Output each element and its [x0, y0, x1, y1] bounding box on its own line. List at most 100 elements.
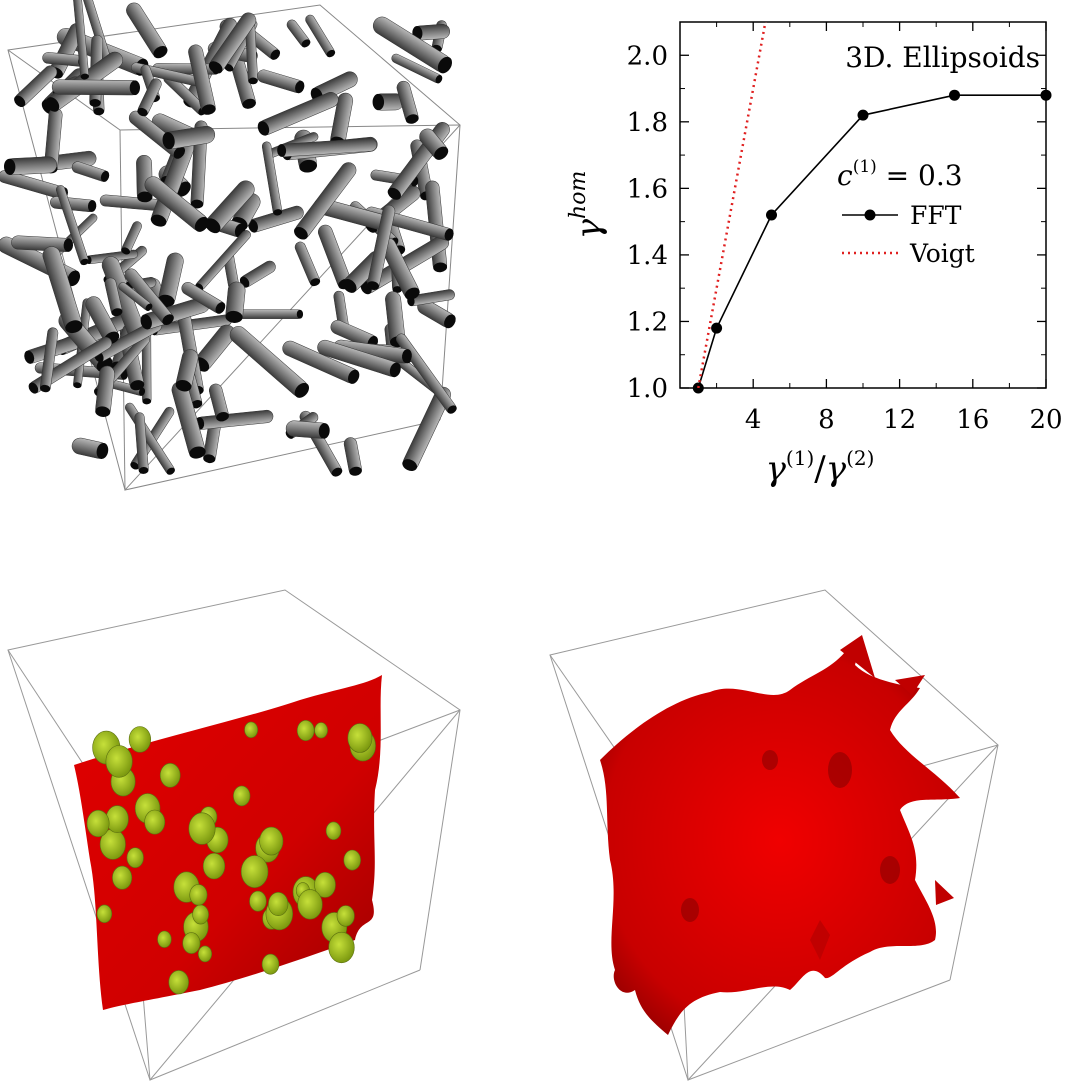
ellipsoid-rod — [144, 176, 209, 232]
x-tick-label: 8 — [818, 405, 835, 435]
ellipsoid-particles — [0, 0, 457, 477]
data-point-fft — [857, 109, 869, 121]
legend-label-voigt: Voigt — [909, 239, 975, 268]
series-line-fft — [697, 94, 1046, 388]
ellipsoid-rod — [208, 383, 229, 422]
plot-border — [679, 21, 1047, 389]
x-tick-label: 4 — [745, 405, 762, 435]
ellipsoid-rod — [305, 14, 336, 58]
y-tick-label: 1.6 — [627, 174, 668, 204]
ellipsoid-rod — [104, 277, 123, 317]
ellipsoid-rod — [95, 365, 115, 417]
ellipsoid-rod — [39, 327, 59, 393]
ellipsoid-rod — [294, 241, 321, 287]
green-inclusion — [144, 809, 166, 835]
ellipsoid-rod — [225, 281, 246, 323]
green-inclusion — [168, 970, 189, 995]
green-inclusion — [343, 849, 361, 871]
homogenized-ratio-chart: 4 8 12 16 20 1.0 1.2 1.4 1.6 1.8 2.0 3D. Ellipsoid… — [560, 0, 1067, 500]
green-inclusion — [105, 805, 129, 833]
green-inclusion — [188, 812, 216, 845]
green-inclusion — [336, 905, 355, 927]
green-inclusion — [244, 721, 258, 739]
legend-marker — [864, 209, 876, 221]
ellipsoid-rod — [71, 437, 109, 460]
ellipsoid-rod — [261, 141, 283, 216]
ellipsoid-rod — [121, 221, 142, 255]
green-inclusion — [259, 826, 284, 856]
ellipsoid-rod — [396, 80, 419, 124]
legend-label-fft: FFT — [910, 201, 962, 230]
green-inclusion — [268, 891, 289, 916]
ellipsoid-rod — [282, 340, 360, 384]
data-point-fft — [711, 322, 723, 334]
data-point-fft — [692, 382, 704, 394]
green-inclusion — [198, 945, 213, 963]
green-inclusion — [325, 821, 342, 841]
green-inclusion — [347, 723, 373, 753]
ellipsoid-rod — [195, 409, 274, 430]
ellipsoid-microstructure-image — [0, 0, 470, 500]
y-axis-label: γhom — [566, 171, 609, 240]
green-inclusion — [314, 722, 328, 739]
chart-svg: 4 8 12 16 20 1.0 1.2 1.4 1.6 1.8 2.0 3D. Ellipsoid… — [566, 21, 1063, 489]
green-inclusion — [297, 889, 323, 920]
ellipsoid-rod — [188, 44, 216, 115]
data-point-fft — [766, 209, 777, 221]
green-inclusion — [192, 904, 209, 925]
green-inclusion — [128, 726, 151, 753]
ellipsoid-rod — [239, 260, 276, 288]
ellipsoid-rod — [257, 69, 305, 94]
chart-title: 3D. Ellipsoids — [845, 41, 1040, 74]
green-inclusion — [189, 884, 208, 906]
ellipsoid-rod — [294, 162, 357, 240]
axis-ticks: 4 8 12 16 20 1.0 1.2 1.4 1.6 1.8 2.0 — [627, 22, 1063, 435]
ellipsoid-rod — [237, 309, 304, 319]
series-line-voigt — [697, 22, 767, 388]
data-point-fft — [1040, 89, 1052, 101]
ellipsoid-rod — [72, 0, 90, 80]
green-inclusion — [233, 785, 251, 807]
ellipsoid-rod — [11, 235, 74, 252]
x-tick-label: 16 — [956, 405, 989, 435]
red-surface-image — [540, 580, 1067, 1086]
chart-legend: FFT Voigt — [842, 201, 975, 268]
y-tick-label: 2.0 — [627, 41, 668, 71]
ellipsoid-rod — [162, 125, 216, 150]
green-inclusion — [157, 930, 172, 948]
ellipsoid-rod — [380, 237, 420, 300]
ellipsoid-rod — [71, 161, 110, 182]
ellipsoid-rod — [181, 282, 226, 314]
y-tick-label: 1.8 — [627, 108, 668, 138]
green-inclusions — [86, 720, 376, 995]
ellipsoid-rod — [317, 339, 401, 378]
green-inclusion — [261, 953, 280, 975]
red-surface-inclusions-image — [0, 580, 470, 1086]
green-inclusion — [182, 932, 201, 954]
y-tick-label: 1.4 — [627, 241, 668, 271]
ellipsoid-rod — [417, 299, 456, 329]
ellipsoid-rod — [208, 12, 257, 74]
ellipsoid-cube-svg — [0, 0, 461, 492]
plot-frame — [679, 21, 1047, 389]
ellipsoid-rod — [137, 78, 162, 117]
ellipsoid-rod — [14, 65, 58, 108]
ellipsoid-rod — [285, 420, 330, 439]
data-point-fft — [949, 89, 960, 101]
ellipsoid-rod — [229, 326, 310, 398]
green-inclusion — [328, 931, 355, 964]
ellipsoid-rod — [126, 2, 168, 59]
ellipsoid-rod — [175, 349, 199, 392]
ellipsoid-rod — [134, 412, 149, 474]
ellipsoid-rod — [51, 79, 141, 96]
ellipsoid-rod — [372, 93, 404, 111]
red-rough-surface — [600, 646, 960, 1035]
ellipsoid-rod — [203, 419, 221, 464]
ellipsoid-rod — [171, 381, 206, 459]
green-inclusion — [96, 904, 113, 923]
ellipsoid-rod — [205, 180, 255, 234]
ellipsoid-rod — [419, 128, 449, 160]
green-inclusion — [126, 847, 144, 869]
x-tick-label: 20 — [1029, 405, 1062, 435]
ellipsoid-rod — [3, 156, 58, 176]
